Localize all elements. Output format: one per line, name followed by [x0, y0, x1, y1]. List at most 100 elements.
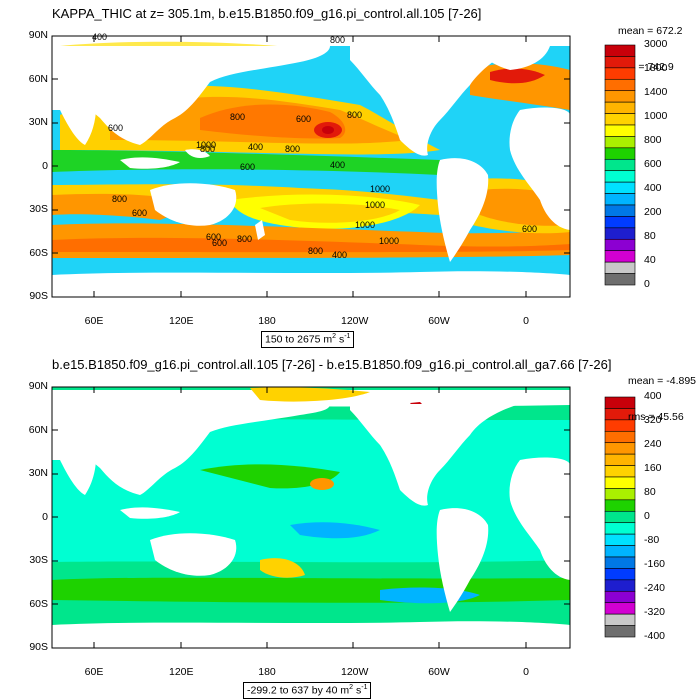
panel2-colorbar-label: 160 [644, 462, 662, 474]
panel1-colorbar-swatch [604, 44, 636, 57]
panel1-lat-label: 90S [29, 290, 48, 302]
panel2-colorbar-swatch [604, 545, 636, 558]
panel1-colorbar-label: 800 [644, 134, 662, 146]
panel1-contour-label: 800 [237, 234, 252, 244]
panel1-contour-label: 1000 [355, 220, 375, 230]
panel1-colorbar-swatch [604, 124, 636, 137]
panel2-colorbar-swatch [604, 510, 636, 524]
panel2-colorbar-swatch [604, 499, 636, 512]
panel2-mean: mean = -4.895 [628, 375, 697, 387]
panel1-colorbar-label: 600 [644, 158, 662, 170]
panel2-colorbar-swatch [604, 488, 636, 501]
panel1-title: KAPPA_THIC at z= 305.1m, b.e15.B1850.f09… [52, 6, 482, 21]
panel1-contour-label: 1000 [379, 236, 399, 246]
panel2-colorbar [604, 396, 636, 638]
panel2-lat-label: 60N [28, 423, 48, 436]
panel1-lon-label: 120W [341, 315, 369, 327]
panel1-lat-label: 0 [42, 159, 48, 172]
panel1-colorbar [604, 44, 636, 286]
panel1-colorbar-label: 400 [644, 182, 662, 194]
panel1-contour-label: 400 [332, 250, 347, 260]
panel1-colorbar-label: 80 [644, 230, 656, 242]
panel1-colorbar-swatch [604, 78, 636, 92]
panel1-contour-label: 600 [132, 208, 147, 218]
panel1-colorbar-swatch [604, 113, 636, 126]
panel2-colorbar-swatch [604, 476, 636, 489]
panel2-lat-label: 30N [28, 467, 48, 479]
panel1-colorbar-swatch [604, 250, 636, 263]
panel1-contour-label: 600 [296, 114, 311, 124]
panel2-colorbar-label: 240 [644, 438, 662, 450]
panel1-map [52, 36, 570, 297]
panel2-lon-label: 60W [428, 666, 450, 678]
panel2-map [52, 387, 570, 648]
panel1-lon-label: 60W [428, 315, 450, 327]
panel2-colorbar-label: -160 [644, 558, 666, 570]
panel1-contour-label: 800 [200, 144, 215, 154]
panel1-land [52, 46, 570, 297]
panel1-colorbar-swatch [604, 204, 636, 217]
panel1-contour-label: 800 [330, 35, 345, 45]
panel1-colorbar-label: 1400 [644, 86, 668, 98]
panel1-colorbar-swatch [604, 147, 636, 160]
panel2-colorbar-swatch [604, 568, 636, 581]
panel1-colorbar-label: 1800 [644, 62, 668, 74]
panel1-colorbar-swatch [604, 216, 636, 229]
panel2-colorbar-label: 320 [644, 414, 662, 426]
panel1-colorbar-label: 1000 [644, 110, 668, 122]
panel1-colorbar-swatch [604, 56, 636, 69]
panel1-contour-label: 800 [112, 194, 127, 204]
panel1-contour-label: 600 [212, 238, 227, 248]
panel1-lon-label: 60E [84, 315, 104, 327]
panel2-ticks [52, 386, 570, 649]
panel1-lon-label: 180 [258, 315, 276, 327]
panel2-colorbar-swatch [604, 533, 636, 546]
panel1-contour-label: 800 [285, 144, 300, 154]
panel1-lat-label: 30S [29, 203, 48, 215]
panel1-lat-label: 90N [28, 29, 48, 41]
panel1-contour-label: 800 [308, 246, 323, 256]
panel2-colorbar-swatch [604, 613, 636, 626]
panel2-colorbar-swatch [604, 465, 636, 478]
panel1-colorbar-swatch [604, 67, 636, 80]
panel1-contour-label: 1000 [365, 200, 385, 210]
panel1-colorbar-swatch [604, 170, 636, 183]
panel1-contour-label: 800 [347, 110, 362, 120]
panel1-contour-label: 600 [108, 123, 123, 133]
panel2-lon-label: 120W [341, 666, 369, 678]
panel2-range-text: -299.2 to 637 by 40 m [247, 684, 350, 697]
panel2-rms: rms = 45.56 [628, 411, 684, 423]
panel1-contour-label: 800 [230, 112, 245, 122]
panel2-colorbar-swatch [604, 625, 636, 638]
panel1-contour-label: 400 [248, 142, 263, 152]
panel1-colorbar-swatch [604, 238, 636, 252]
panel2-lat-label: 90N [28, 380, 48, 392]
panel1-colorbar-label: 40 [644, 254, 656, 266]
panel1-lon-label: 0 [523, 315, 529, 327]
panel1-colorbar-swatch [604, 273, 636, 286]
panel2-lat-label: 0 [42, 510, 48, 523]
panel1-lat-label: 60N [28, 72, 48, 85]
panel2-lat-label: 60S [29, 597, 48, 610]
panel1-mean: mean = 672.2 [618, 25, 683, 37]
panel2-lat-label: 90S [29, 641, 48, 653]
panel2-title: b.e15.B1850.f09_g16.pi_control.all.105 [… [52, 357, 612, 372]
panel1-lon-label: 120E [169, 315, 194, 327]
panel1-contour-label: 400 [92, 32, 107, 42]
panel1-colorbar-label: 200 [644, 206, 662, 218]
panel1-colorbar-swatch [604, 181, 636, 194]
panel1-colorbar-swatch [604, 193, 636, 206]
panel2-lon-label: 180 [258, 666, 276, 678]
panel1-colorbar-label: 0 [644, 278, 650, 290]
panel2-lon-label: 60E [84, 666, 104, 678]
panel2-colorbar-label: -320 [644, 606, 666, 618]
panel1-colorbar-swatch [604, 227, 636, 240]
panel1-colorbar-swatch [604, 136, 636, 149]
panel1-contour-label: 1000 [196, 140, 216, 150]
panel2-colorbar-swatch [604, 442, 636, 455]
panel1-contour-label: 400 [330, 160, 345, 170]
panel2-colorbar-swatch [604, 590, 636, 604]
panel1-contour-label: 600 [206, 232, 221, 242]
